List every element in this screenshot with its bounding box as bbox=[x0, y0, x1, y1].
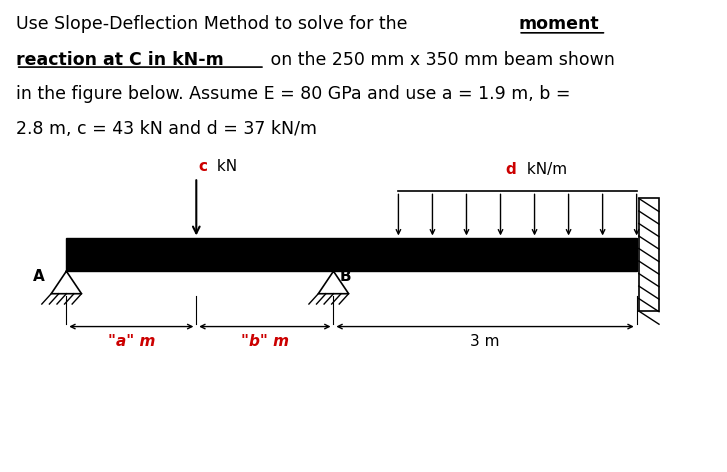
Text: d: d bbox=[505, 162, 516, 177]
Text: Use Slope-Deflection Method to solve for the: Use Slope-Deflection Method to solve for… bbox=[16, 16, 413, 34]
Text: on the 250 mm x 350 mm beam shown: on the 250 mm x 350 mm beam shown bbox=[265, 51, 615, 68]
Text: C: C bbox=[622, 247, 633, 262]
Text: kN: kN bbox=[212, 159, 237, 174]
Text: 2.8 m, c = 43 kN and d = 37 kN/m: 2.8 m, c = 43 kN and d = 37 kN/m bbox=[16, 119, 317, 138]
Text: B: B bbox=[340, 269, 351, 284]
Bar bbox=[66, 238, 637, 271]
Text: reaction at C in kN-m: reaction at C in kN-m bbox=[16, 51, 224, 68]
Text: moment: moment bbox=[518, 16, 599, 34]
Text: kN/m: kN/m bbox=[521, 162, 566, 177]
Text: c: c bbox=[198, 159, 207, 174]
Text: in the figure below. Assume E = 80 GPa and use a = 1.9 m, b =: in the figure below. Assume E = 80 GPa a… bbox=[16, 85, 570, 103]
Text: 3 m: 3 m bbox=[470, 334, 499, 349]
Text: A: A bbox=[33, 269, 44, 284]
Bar bbox=[639, 198, 659, 311]
Text: "a" m: "a" m bbox=[108, 334, 155, 349]
Text: "b" m: "b" m bbox=[241, 334, 289, 349]
